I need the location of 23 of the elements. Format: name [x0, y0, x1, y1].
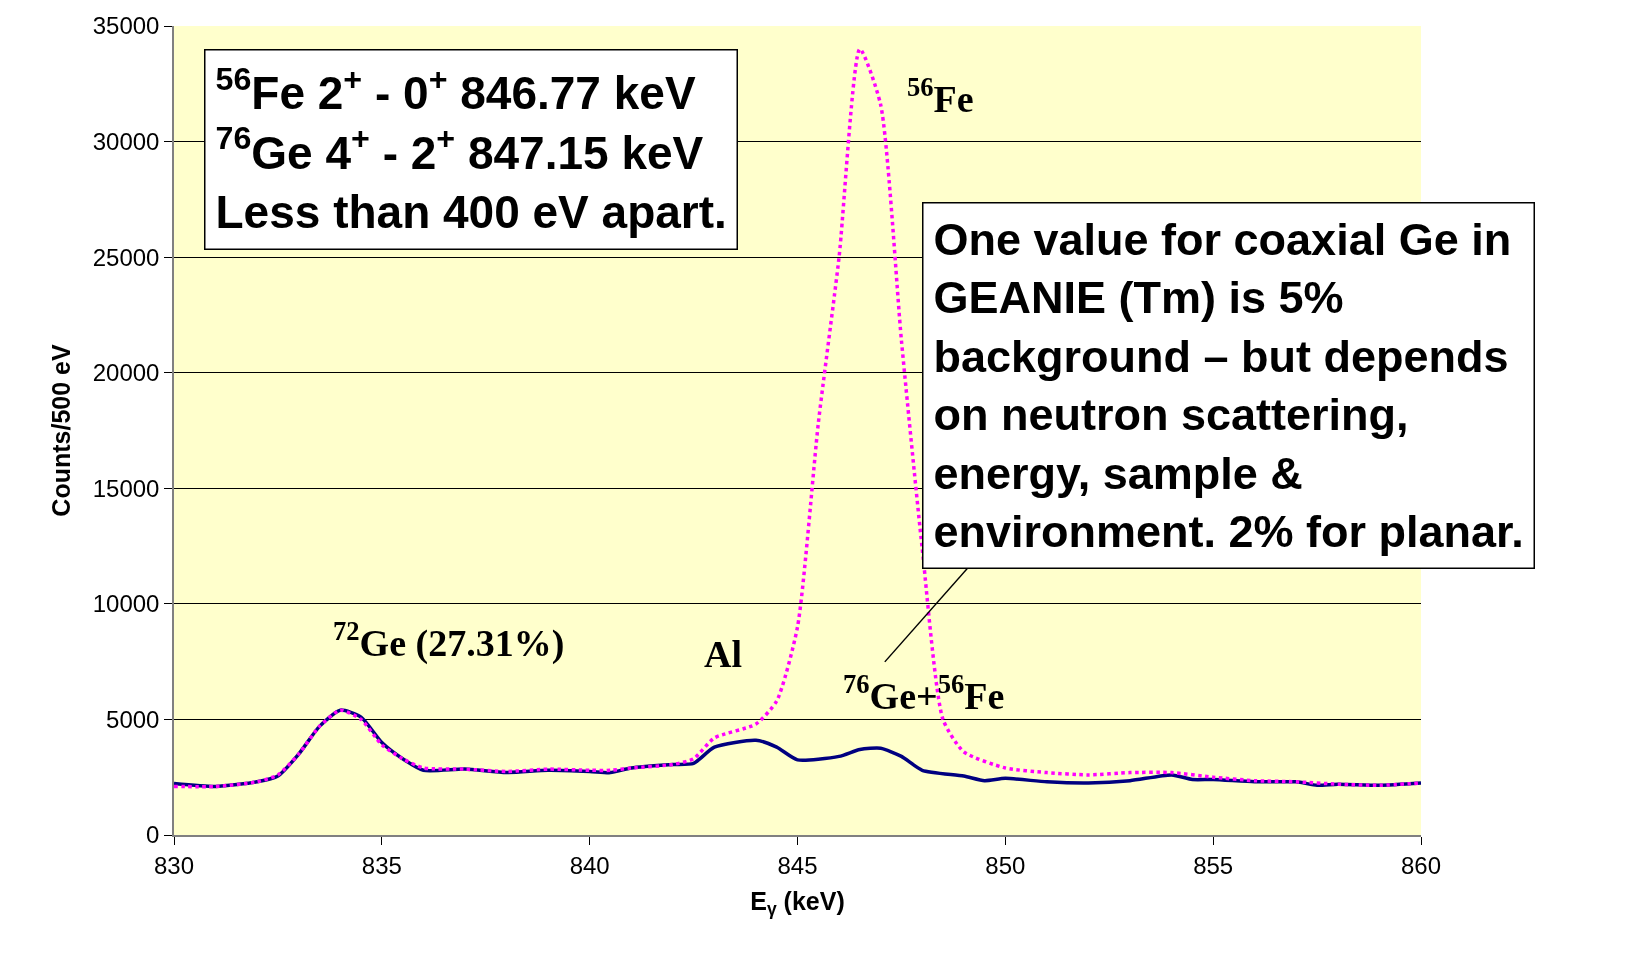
y-axis-title: Counts/500 eV [46, 344, 75, 517]
y-tick-label: 10000 [92, 590, 160, 618]
x-axis-title: E$_{γ}$ (keV) [750, 887, 845, 920]
x-tick-label: 860 [1400, 851, 1442, 879]
x-tick-label: 855 [1193, 851, 1234, 879]
y-tick-label: 0 [146, 821, 160, 849]
y-tick-label: 15000 [92, 474, 160, 502]
x-tick-label: 850 [985, 851, 1026, 879]
y-tick-label: 5000 [106, 705, 160, 733]
x-tick-label: 845 [777, 851, 818, 879]
text: $^{56}$Fe 2$^{+}$ - 0$^{+}$ 846.77 keV $^{76}$Ge 4$^{+}$ - 2$^{+}$ 847.15 keV Less than 400 eV apart. [215, 60, 727, 239]
y-tick-label: 35000 [92, 12, 160, 40]
annotation: $^{76}$Ge+$^{56}$Fe [843, 669, 1005, 717]
y-tick-label: 20000 [92, 359, 160, 387]
annotation: One value for coaxial Ge in GEANIE (Tm) is 5% background – but depends on neutron scattering, energy, sample & environment. 2% for planar. [933, 213, 1524, 557]
x-tick-label: 830 [153, 851, 195, 879]
annotation: Al [704, 633, 742, 675]
annotation: $^{56}$Fe [907, 72, 974, 120]
annotation: $^{72}$Ge (27.31%) [333, 616, 565, 665]
y-tick-label: 30000 [92, 127, 160, 155]
x-tick-label: 840 [569, 851, 610, 879]
y-tick-label: 25000 [92, 243, 160, 271]
x-tick-label: 835 [361, 851, 402, 879]
